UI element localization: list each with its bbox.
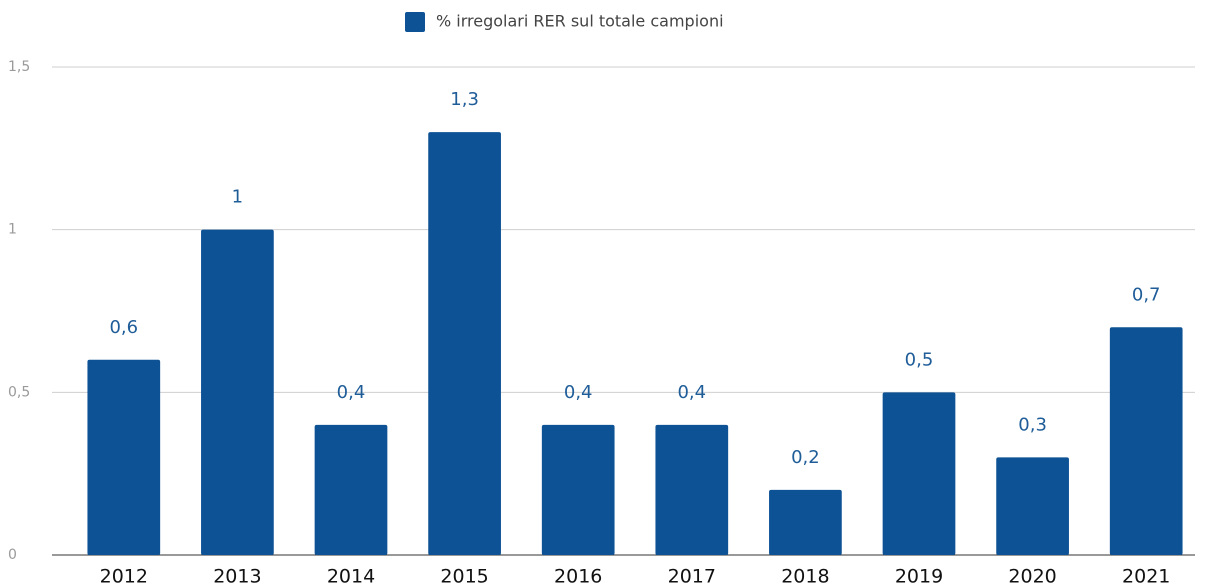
x-tick-label: 2014: [327, 566, 375, 588]
bar: [201, 229, 274, 555]
y-tick-label: 1: [8, 222, 17, 238]
bar: [996, 457, 1069, 555]
y-tick-label: 0,5: [8, 384, 30, 400]
y-tick-label: 1,5: [8, 59, 30, 75]
y-tick-label: 0: [8, 547, 17, 563]
bar: [769, 489, 842, 555]
x-tick-label: 2015: [440, 566, 488, 588]
bar: [541, 424, 615, 555]
data-label: 0,4: [337, 382, 366, 403]
x-tick-label: 2019: [895, 566, 943, 588]
legend-label: % irregolari RER sul totale campioni: [436, 12, 724, 31]
x-tick-label: 2013: [213, 566, 261, 588]
data-label: 0,5: [905, 349, 934, 370]
x-tick-label: 2016: [554, 566, 602, 588]
data-label: 1: [232, 187, 243, 208]
legend-swatch: [405, 12, 425, 32]
bar: [87, 359, 161, 555]
x-tick-label: 2017: [668, 566, 716, 588]
data-label: 0,4: [564, 382, 593, 403]
data-label: 0,4: [677, 382, 706, 403]
data-label: 0,6: [109, 317, 138, 338]
x-tick-label: 2021: [1122, 566, 1170, 588]
x-tick-label: 2020: [1008, 566, 1056, 588]
data-label: 0,3: [1018, 414, 1047, 435]
x-tick-label: 2012: [100, 566, 148, 588]
bar: [428, 132, 501, 556]
x-tick-label: 2018: [781, 566, 829, 588]
data-label: 1,3: [450, 89, 479, 110]
bar: [882, 392, 956, 555]
bar: [655, 424, 729, 555]
bar: [1109, 327, 1183, 555]
bar: [314, 424, 388, 555]
data-label: 0,7: [1132, 284, 1161, 305]
data-label: 0,2: [791, 447, 820, 468]
